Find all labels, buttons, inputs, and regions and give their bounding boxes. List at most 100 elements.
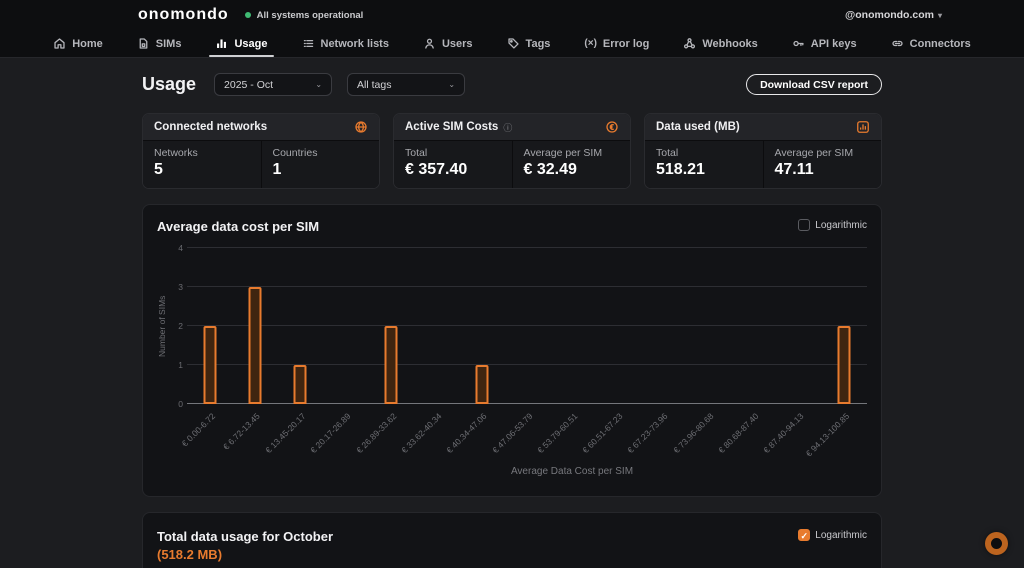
y-tick-label: 4 (178, 243, 183, 253)
bar-chart: Number of SIMs 01234 € 0.00-6.72€ 6.72-1… (157, 248, 867, 404)
bar-slot: € 20.17-26.89 (323, 248, 368, 404)
y-tick-label: 0 (178, 399, 183, 409)
bar (203, 326, 216, 404)
nav-item-error-log[interactable]: (×) Error log (582, 30, 651, 57)
link-icon (891, 37, 904, 50)
bar-slot: € 94.13-100.85 (822, 248, 867, 404)
bar-chart-icon (215, 37, 228, 50)
y-axis-ticks: 01234 (171, 248, 187, 404)
home-icon (53, 37, 66, 50)
stat-cell: Countries 1 (261, 141, 380, 188)
y-tick-label: 1 (178, 360, 183, 370)
x-tick-label: € 6.72-13.45 (221, 411, 262, 452)
top-bar: onomondo All systems operational @onomon… (0, 0, 1024, 30)
bar (838, 326, 851, 404)
nav-item-api-keys[interactable]: API keys (790, 30, 859, 57)
checkbox-unchecked-icon[interactable] (798, 219, 810, 231)
y-tick-label: 3 (178, 282, 183, 292)
bar-slot: € 60.51-67.23 (595, 248, 640, 404)
tags-select[interactable]: All tags ⌄ (347, 73, 465, 96)
list-icon (302, 37, 315, 50)
bar-slot: € 47.06-53.79 (504, 248, 549, 404)
main-nav: Home SIMs Usage Network lists Users Tags… (0, 30, 1024, 57)
stat-cell: Networks 5 (143, 141, 261, 188)
stat-cell: Average per SIM € 32.49 (512, 141, 631, 188)
x-tick-label: € 73.96-80.68 (671, 411, 715, 455)
bar-slot: € 73.96-80.68 (686, 248, 731, 404)
average-cost-chart-panel: Average data cost per SIM Logarithmic Nu… (142, 204, 882, 497)
nav-item-connectors[interactable]: Connectors (889, 30, 973, 57)
x-tick-label: € 40.34-47.06 (445, 411, 489, 455)
bar-slot: € 13.45-20.17 (278, 248, 323, 404)
info-icon[interactable]: ⓘ (503, 121, 512, 134)
x-tick-label: € 13.45-20.17 (263, 411, 307, 455)
logarithmic-checkbox[interactable]: Logarithmic (798, 219, 867, 231)
x-tick-label: € 26.89-33.62 (354, 411, 398, 455)
x-tick-label: € 0.00-6.72 (179, 411, 216, 448)
user-icon (423, 37, 436, 50)
chart-title: Average data cost per SIM (157, 219, 319, 234)
account-email: @onomondo.com (845, 9, 934, 21)
stat-card-title: Data used (MB) (656, 121, 740, 133)
bar (248, 287, 261, 404)
onomondo-logo: onomondo (138, 6, 229, 24)
total-usage-panel: Total data usage for October (518.2 MB) … (142, 512, 882, 568)
bar-slot: € 26.89-33.62 (368, 248, 413, 404)
stat-card-data-used: Data used (MB) Total 518.21 Average per … (644, 113, 882, 189)
bar-slot: € 6.72-13.45 (232, 248, 277, 404)
bar-slot: € 40.34-47.06 (459, 248, 504, 404)
stat-card-connected-networks: Connected networks Networks 5 Countries … (142, 113, 380, 189)
page-header: Usage 2025 - Oct ⌄ All tags ⌄ Download C… (142, 73, 882, 96)
chevron-down-icon: ⌄ (448, 80, 455, 89)
error-log-icon: (×) (584, 38, 597, 49)
y-tick-label: 2 (178, 321, 183, 331)
bar (294, 365, 307, 404)
chevron-down-icon: ▾ (938, 11, 942, 20)
x-axis-label: Average Data Cost per SIM (157, 466, 867, 477)
tag-icon (507, 37, 520, 50)
x-tick-label: € 53.79-60.51 (535, 411, 579, 455)
y-axis-label: Number of SIMs (157, 248, 171, 404)
sim-icon (137, 37, 150, 50)
tags-select-value: All tags (357, 79, 391, 91)
checkbox-checked-icon[interactable]: ✓ (798, 529, 810, 541)
nav-item-home[interactable]: Home (51, 30, 105, 57)
month-select[interactable]: 2025 - Oct ⌄ (214, 73, 332, 96)
plot-area: € 0.00-6.72€ 6.72-13.45€ 13.45-20.17€ 20… (187, 248, 867, 404)
account-menu[interactable]: @onomondo.com ▾ (845, 9, 942, 21)
stat-cell: Total 518.21 (645, 141, 763, 188)
x-tick-label: € 67.23-73.96 (626, 411, 670, 455)
bar (475, 365, 488, 404)
x-tick-label: € 94.13-100.85 (804, 411, 852, 459)
bar-slot: € 0.00-6.72 (187, 248, 232, 404)
nav-item-tags[interactable]: Tags (505, 30, 553, 57)
stat-cell: Average per SIM 47.11 (763, 141, 882, 188)
status-dot-icon (245, 12, 251, 18)
stat-cards-row: Connected networks Networks 5 Countries … (142, 113, 882, 189)
download-csv-button[interactable]: Download CSV report (746, 74, 882, 95)
nav-item-users[interactable]: Users (421, 30, 475, 57)
page-title: Usage (142, 74, 196, 95)
bar-chart-icon (856, 120, 870, 134)
stat-card-title: Active SIM Costs (405, 121, 498, 133)
x-tick-label: € 33.62-40.34 (399, 411, 443, 455)
nav-item-sims[interactable]: SIMs (135, 30, 184, 57)
usage-panel-total: (518.2 MB) (157, 547, 333, 562)
logarithmic-checkbox[interactable]: ✓ Logarithmic (798, 529, 867, 541)
nav-item-network-lists[interactable]: Network lists (300, 30, 391, 57)
onomondo-widget-icon[interactable] (985, 532, 1008, 555)
bar (384, 326, 397, 404)
month-select-value: 2025 - Oct (224, 79, 273, 91)
chevron-down-icon: ⌄ (315, 80, 322, 89)
bar-slot: € 53.79-60.51 (550, 248, 595, 404)
stat-card-title: Connected networks (154, 121, 267, 133)
system-status: All systems operational (245, 10, 364, 21)
nav-item-usage[interactable]: Usage (213, 30, 269, 57)
bar-slot: € 80.68-87.40 (731, 248, 776, 404)
x-tick-label: € 80.68-87.40 (717, 411, 761, 455)
nav-item-webhooks[interactable]: Webhooks (681, 30, 759, 57)
stat-cell: Total € 357.40 (394, 141, 512, 188)
bar-slot: € 87.40-94.13 (776, 248, 821, 404)
euro-icon (605, 120, 619, 134)
status-text: All systems operational (257, 10, 364, 21)
